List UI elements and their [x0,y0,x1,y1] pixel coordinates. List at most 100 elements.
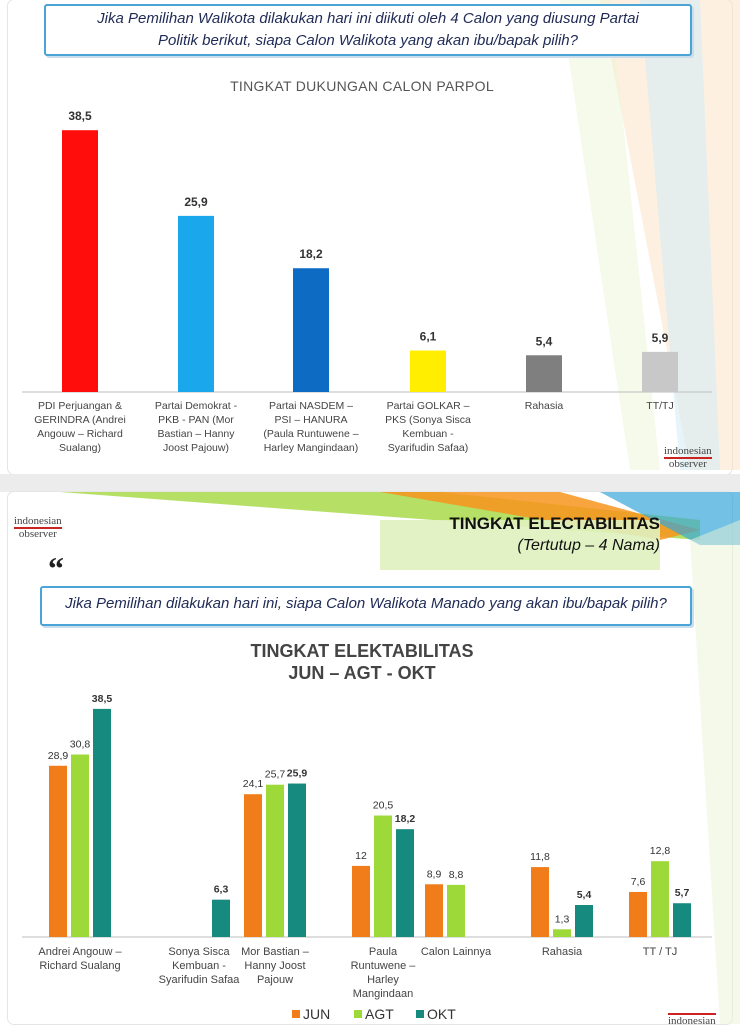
bar-agt [651,861,669,937]
bar-5 [526,355,562,392]
bar-okt [288,783,306,937]
decor-stripe-green [560,0,660,470]
bar-6 [642,351,678,392]
bar-agt [266,784,284,937]
bar-value-label: 6,3 [214,884,229,896]
bar-jun [531,867,549,937]
decor-swoosh-blue [600,492,740,545]
category-label: Pajouw [257,974,293,986]
category-label: GERINDRA (Andrei [34,414,126,426]
chart-panel-support [8,0,732,474]
bar-value-label: 12 [355,850,367,862]
banner-title: TINGKAT ELECTABILITAS (Tertutup – 4 Nama… [410,514,660,566]
category-label: (Paula Runtuwene – [263,428,358,440]
category-label: TT / TJ [643,946,677,958]
bar-jun [244,794,262,937]
chart-title-2: TINGKAT ELEKTABILITAS JUN – AGT - OKT [250,641,474,683]
category-label: Harley [367,974,399,986]
bar-value-label: 25,7 [265,769,286,781]
bar-value-label: 18,2 [395,813,416,825]
bar-jun [425,884,443,937]
category-label: PSI – HANURA [275,414,348,426]
question-text-2: Jika Pemilihan dilakukan hari ini, siapa… [65,595,667,612]
banner-title-text: TINGKAT ELECTABILITAS [449,514,660,533]
quote-mark: “ [48,550,64,586]
bar-value-label: 24,1 [243,778,264,790]
category-label: Harley Mangindaan) [264,442,359,454]
bar-value-label: 38,5 [68,109,92,123]
category-label: Kembuan - [402,428,454,440]
bar-value-label: 28,9 [48,750,69,762]
bar-okt [93,708,111,937]
category-label: Joost Pajouw) [163,442,229,454]
bar-agt [374,815,392,937]
banner-subtitle-text: (Tertutup – 4 Nama) [517,537,660,554]
logo-1: indonesian observer [664,445,712,470]
bar-4 [410,350,446,392]
legend-swatch-okt [416,1010,424,1018]
category-label: Partai Demokrat - [155,400,238,412]
legend-swatch-agt [354,1010,362,1018]
bar-value-label: 5,4 [577,889,592,901]
bar-1 [62,130,98,392]
bar-agt [553,929,571,937]
category-label: Rahasia [525,400,564,412]
bar-value-label: 7,6 [631,876,646,888]
decor-stripe-blue [640,0,720,470]
bar-value-label: 5,7 [675,887,690,899]
category-label: Syarifudin Safaa [159,974,241,986]
support-bar-chart: 38,5 PDI Perjuangan & GERINDRA (Andrei Ango… [22,109,712,454]
bar-value-label: 11,8 [530,851,550,863]
bar-2 [178,215,214,392]
category-label: Andrei Angouw – [38,946,122,958]
bar-okt [673,903,691,937]
logo-3: indonesian [668,1013,716,1027]
bar-value-label: 1,3 [555,913,570,925]
category-label: Calon Lainnya [421,946,492,958]
category-label: PKS (Sonya Sisca [385,414,471,426]
legend-label-agt: AGT [365,1006,394,1022]
category-label: Partai NASDEM – [269,400,353,412]
legend-label-jun: JUN [303,1006,330,1022]
bar-value-label: 8,9 [427,868,442,880]
bar-okt [396,829,414,937]
bar-okt [575,905,593,937]
category-label: Partai GOLKAR – [387,400,470,412]
question-text-1: Jika Pemilihan Walikota dilakukan hari i… [97,10,639,49]
category-label: Richard Sualang [39,960,120,972]
bar-value-label: 12,8 [650,845,671,857]
category-label: Runtuwene – [351,960,417,972]
bar-value-label: 5,4 [536,334,553,348]
category-label: PKB - PAN (Mor [158,414,234,426]
category-label: Sonya Sisca [168,946,230,958]
category-label: Paula [369,946,398,958]
category-label: Hanny Joost [244,960,305,972]
category-label: Rahasia [542,946,583,958]
chart-title-1: TINGKAT DUKUNGAN CALON PARPOL [230,78,494,94]
bar-value-label: 6,1 [420,330,437,344]
decor-stripe-right [690,520,740,1024]
bar-value-label: 25,9 [287,768,308,780]
category-label: PDI Perjuangan & [38,400,122,412]
bar-value-label: 38,5 [92,693,113,705]
bar-value-label: 30,8 [70,739,91,751]
category-label: Angouw – Richard [37,428,123,440]
bar-value-label: 18,2 [299,247,323,261]
bar-okt [212,899,230,937]
bar-jun [49,765,67,937]
category-label: Syarifudin Safaa) [388,442,469,454]
bar-value-label: 25,9 [184,195,208,209]
question-box-2: Jika Pemilihan dilakukan hari ini, siapa… [40,586,692,626]
category-label: Mangindaan [353,988,414,1000]
bar-jun [629,891,647,937]
logo-2: indonesian observer [14,515,62,540]
bar-agt [71,754,89,937]
category-label: Mor Bastian – [241,946,310,958]
bar-value-label: 5,9 [652,331,669,345]
category-label: Bastian – Hanny [157,428,235,440]
bar-value-label: 20,5 [373,800,394,812]
banner-background [380,520,660,570]
bar-3 [293,268,329,392]
